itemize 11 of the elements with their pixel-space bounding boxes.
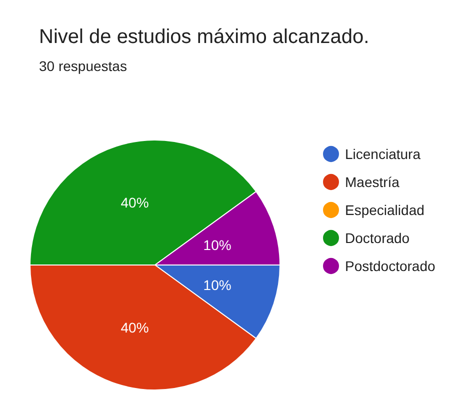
data-label: 40%: [120, 319, 149, 336]
legend-label: Maestría: [345, 174, 400, 190]
legend-label: Doctorado: [345, 230, 410, 246]
chart-subtitle: 30 respuestas: [39, 58, 127, 74]
legend-label: Licenciatura: [345, 146, 421, 162]
data-label: 10%: [203, 277, 232, 294]
legend-label: Especialidad: [345, 202, 424, 218]
data-label: 40%: [120, 194, 149, 211]
chart-title: Nivel de estudios máximo alcanzado.: [39, 26, 370, 48]
legend-label: Postdoctorado: [345, 258, 436, 274]
data-label: 10%: [203, 236, 232, 253]
